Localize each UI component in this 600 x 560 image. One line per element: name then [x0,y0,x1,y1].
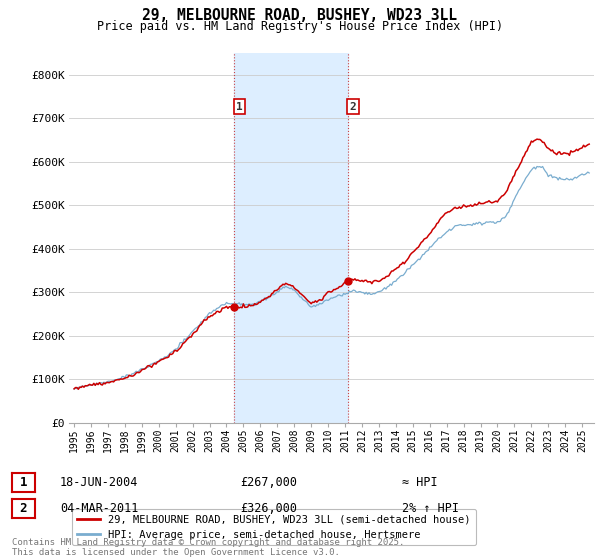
Text: 18-JUN-2004: 18-JUN-2004 [60,476,139,489]
Text: Price paid vs. HM Land Registry's House Price Index (HPI): Price paid vs. HM Land Registry's House … [97,20,503,33]
Text: 04-MAR-2011: 04-MAR-2011 [60,502,139,515]
Text: £267,000: £267,000 [240,476,297,489]
Legend: 29, MELBOURNE ROAD, BUSHEY, WD23 3LL (semi-detached house), HPI: Average price, : 29, MELBOURNE ROAD, BUSHEY, WD23 3LL (se… [71,510,476,545]
Text: 2: 2 [20,502,27,515]
Text: Contains HM Land Registry data © Crown copyright and database right 2025.
This d: Contains HM Land Registry data © Crown c… [12,538,404,557]
Text: 2% ↑ HPI: 2% ↑ HPI [402,502,459,515]
Bar [234,53,348,423]
Text: 1: 1 [236,102,243,112]
Text: ≈ HPI: ≈ HPI [402,476,437,489]
Text: 29, MELBOURNE ROAD, BUSHEY, WD23 3LL: 29, MELBOURNE ROAD, BUSHEY, WD23 3LL [143,8,458,24]
Text: 2: 2 [350,102,356,112]
Text: £326,000: £326,000 [240,502,297,515]
Text: 1: 1 [20,476,27,489]
